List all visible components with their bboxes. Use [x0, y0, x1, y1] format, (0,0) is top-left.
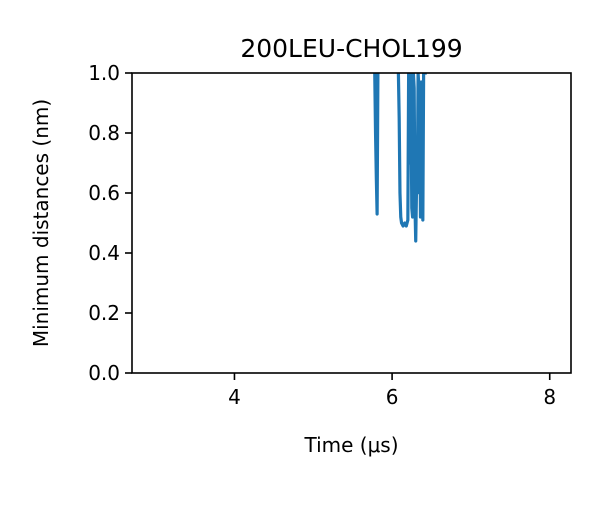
x-axis-label: Time (μs): [303, 433, 398, 457]
x-tick-label: 4: [228, 385, 241, 409]
x-tick-label: 8: [543, 385, 556, 409]
series-layer: [373, 73, 427, 243]
x-tick-label: 6: [386, 385, 399, 409]
series-line-0: [373, 73, 427, 243]
y-tick-label: 0.8: [88, 121, 120, 145]
y-tick-label: 0.2: [88, 301, 120, 325]
y-axis-label: Minimum distances (nm): [29, 99, 53, 347]
y-tick-label: 0.0: [88, 361, 120, 385]
y-tick-label: 0.6: [88, 181, 120, 205]
plot-frame: [131, 72, 572, 374]
chart-title: 200LEU-CHOL199: [240, 34, 462, 63]
y-tick-label: 1.0: [88, 61, 120, 85]
axis-ticks: 4 6 8 0.0 0.2 0.4 0.6 0.8 1.0: [88, 61, 556, 409]
y-tick-label: 0.4: [88, 241, 120, 265]
